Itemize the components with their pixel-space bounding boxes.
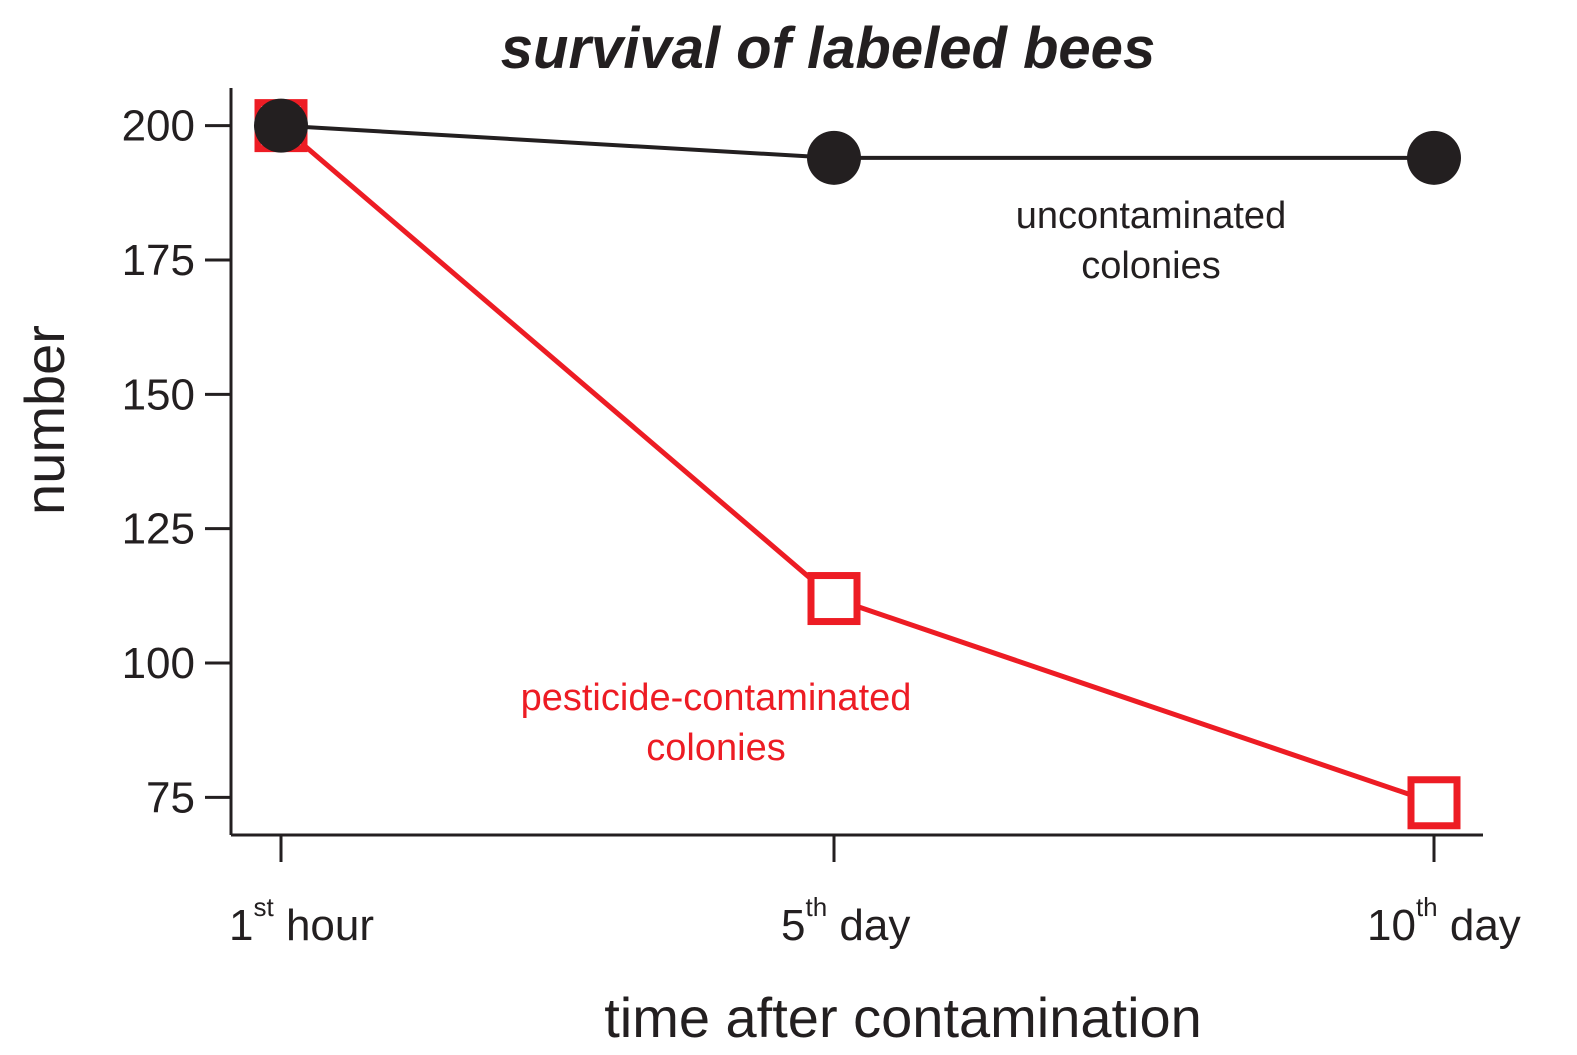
series-layer <box>254 98 1461 830</box>
y-axis-title: number <box>13 325 76 515</box>
y-tick-label: 100 <box>122 639 195 688</box>
y-tick-label: 175 <box>122 236 195 285</box>
x-axis-title: time after contamination <box>604 986 1202 1049</box>
series-labels: uncontaminated colonies pesticide-contamin… <box>521 195 1287 769</box>
data-point <box>1407 130 1461 185</box>
chart-title: survival of labeled bees <box>501 16 1155 81</box>
y-tick-label: 125 <box>122 505 195 554</box>
y-tick-label: 75 <box>146 773 195 822</box>
data-point <box>254 98 308 153</box>
series-uncontaminated <box>254 98 1461 185</box>
x-axis: 1st hour 5th day 10th day <box>229 833 1521 950</box>
data-point <box>1407 776 1461 830</box>
y-tick-label: 150 <box>122 370 195 419</box>
series-label-contaminated: pesticide-contaminated colonies <box>521 677 912 769</box>
data-point <box>807 572 861 626</box>
y-tick-label: 200 <box>122 102 195 151</box>
x-tick-label: 5th day <box>781 892 910 950</box>
x-tick-label: 10th day <box>1367 892 1521 950</box>
series-label-uncontaminated: uncontaminated colonies <box>1016 195 1286 287</box>
x-tick-label: 1st hour <box>229 892 374 950</box>
data-point <box>807 130 861 185</box>
y-axis: 75 100 125 150 175 200 <box>122 88 233 835</box>
